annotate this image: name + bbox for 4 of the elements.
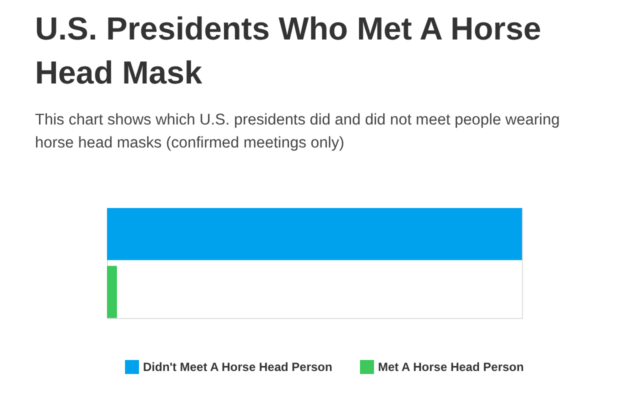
legend-label: Didn't Meet A Horse Head Person <box>143 360 332 374</box>
legend-label: Met A Horse Head Person <box>378 360 524 374</box>
chart-title: U.S. Presidents Who Met A Horse Head Mask <box>35 10 542 90</box>
chart-subtitle: This chart shows which U.S. presidents did and did not meet people wearing horse head masks (confirmed meetings only) <box>35 112 560 152</box>
